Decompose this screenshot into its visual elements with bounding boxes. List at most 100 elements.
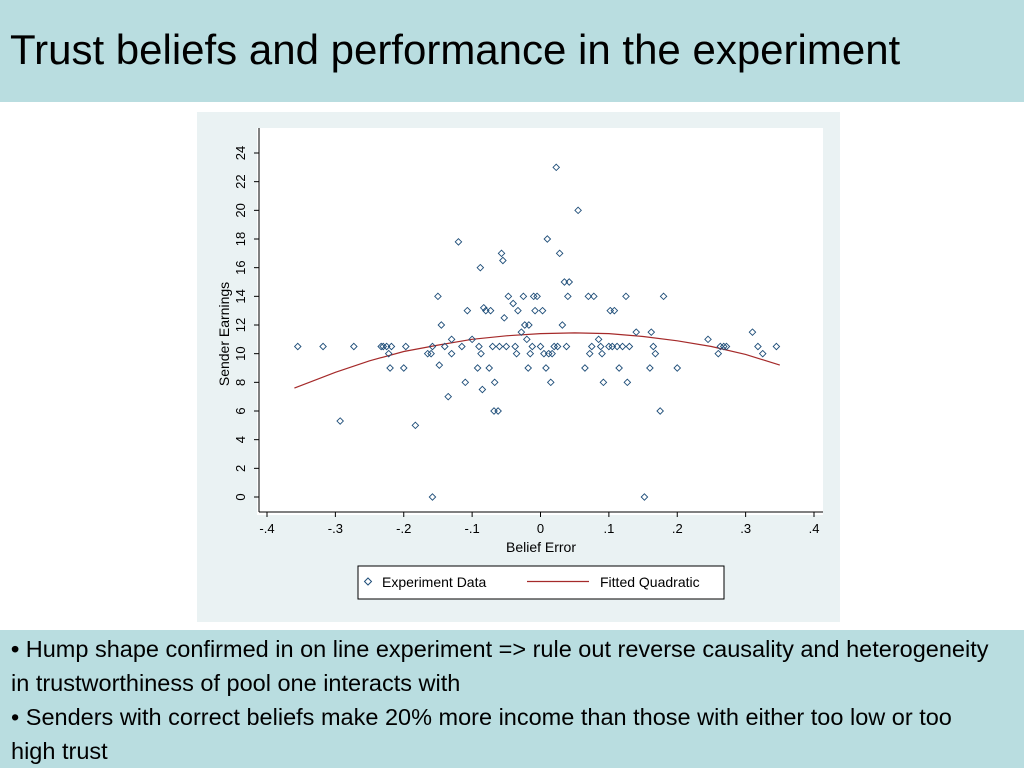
y-axis-label: Sender Earnings (216, 282, 232, 386)
data-point (543, 235, 552, 243)
data-point (349, 342, 358, 351)
data-point (517, 328, 526, 337)
data-point (454, 238, 463, 246)
data-point (659, 292, 668, 301)
data-point (564, 292, 572, 301)
data-point (589, 292, 598, 301)
data-point (401, 342, 410, 351)
x-tick-label: -.4 (259, 521, 274, 536)
data-point (486, 306, 495, 315)
data-point (411, 421, 420, 430)
y-tick-label: 0 (233, 493, 248, 500)
data-point (716, 342, 725, 351)
data-point (524, 364, 533, 372)
data-point (387, 342, 396, 351)
data-point (565, 278, 574, 286)
data-point (651, 349, 660, 358)
data-point (447, 335, 456, 344)
x-tick-label: -.1 (465, 521, 480, 536)
data-point (434, 292, 442, 301)
data-point (319, 342, 327, 351)
data-point (533, 292, 541, 301)
data-point (479, 303, 488, 312)
data-point (458, 342, 466, 351)
data-point (488, 342, 497, 351)
data-point (494, 407, 502, 415)
data-point (704, 335, 712, 344)
bullet-2: • Senders with correct beliefs make 20% … (11, 700, 1001, 768)
data-point (500, 313, 509, 322)
y-tick-label: 12 (233, 318, 248, 332)
legend-label-fitted-quadratic: Fitted Quadratic (600, 574, 700, 590)
data-point (544, 349, 553, 358)
y-tick-label: 10 (233, 346, 248, 360)
points-layer (293, 163, 781, 501)
data-point (495, 342, 504, 351)
data-point (623, 378, 632, 387)
data-point (514, 306, 522, 315)
x-axis-label: Belief Error (506, 539, 576, 555)
y-tick-label: 24 (233, 146, 248, 160)
data-point (615, 364, 623, 372)
y-tick-label: 2 (233, 465, 248, 472)
y-tick-label: 22 (233, 174, 248, 188)
data-point (386, 364, 394, 372)
data-point (468, 335, 476, 344)
data-point (553, 342, 562, 351)
data-point (529, 292, 538, 301)
data-point (581, 364, 589, 372)
x-tick-label: 0 (537, 521, 544, 536)
data-point (562, 342, 571, 351)
data-point (435, 361, 444, 369)
data-point (552, 163, 561, 172)
data-point (647, 328, 656, 337)
data-point (754, 342, 762, 351)
y-tick-label: 14 (233, 289, 248, 303)
data-point (526, 349, 535, 358)
data-point (499, 256, 507, 265)
data-point (463, 306, 472, 315)
data-point (509, 299, 517, 308)
x-tick-label: .4 (809, 521, 820, 536)
chart-panel: 0 2 4 6 8 10 12 14 16 18 20 22 24 -.4 -.3 -.2 -.1 0.1.2.3… (197, 112, 840, 622)
data-point (427, 349, 435, 358)
data-point (632, 328, 641, 337)
data-point (519, 292, 528, 301)
data-point (473, 364, 482, 372)
bullet-marker: • (11, 704, 20, 730)
y-tick-label: 16 (233, 260, 248, 274)
data-point (502, 342, 511, 351)
y-tick-label: 4 (233, 436, 248, 443)
data-point (758, 349, 767, 358)
data-point (625, 342, 634, 351)
data-point (555, 249, 564, 258)
data-point (622, 292, 630, 301)
data-point (605, 342, 613, 351)
x-tick-label: .2 (672, 521, 683, 536)
data-point (599, 378, 608, 387)
legend-box (357, 565, 725, 600)
data-point (476, 263, 485, 272)
data-point (584, 292, 593, 301)
data-point (538, 306, 547, 315)
x-tick-label: -.3 (328, 521, 343, 536)
data-point (379, 342, 388, 351)
data-point (485, 364, 494, 372)
data-point (384, 349, 393, 358)
data-point (531, 306, 539, 315)
legend-label-experiment-data: Experiment Data (382, 574, 486, 590)
legend-marker-experiment-data (363, 577, 373, 586)
data-point (646, 364, 654, 372)
x-tick-label: -.2 (396, 521, 411, 536)
data-point (440, 342, 449, 351)
data-point (336, 417, 344, 425)
bullet-marker: • (11, 636, 20, 662)
data-point (649, 342, 658, 351)
data-point (437, 321, 446, 329)
data-point (748, 328, 757, 337)
plot-area (257, 128, 823, 515)
legend: Experiment Data Fitted Quadratic (357, 565, 725, 600)
bullet-1: • Hump shape confirmed in on line experi… (11, 632, 1001, 700)
